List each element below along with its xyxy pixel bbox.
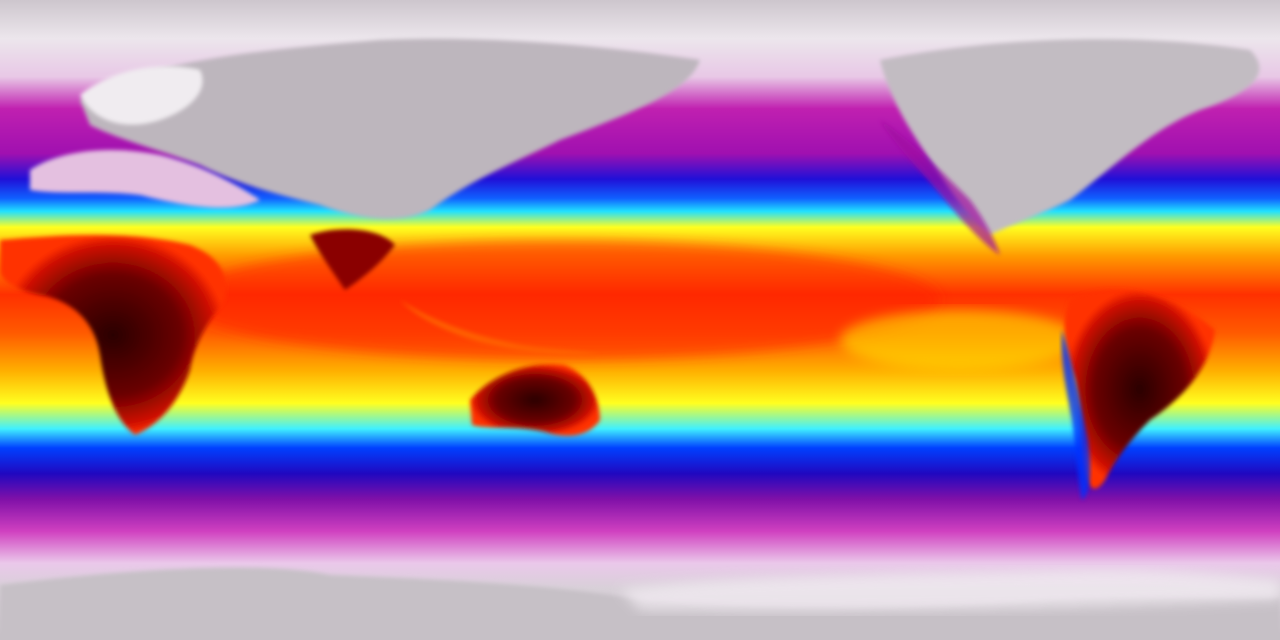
indonesia-islands (400, 300, 600, 356)
africa-landmass (0, 235, 226, 435)
india-landmass (310, 229, 395, 290)
europe-landmass (30, 150, 260, 208)
andes-cold-strip (1061, 330, 1090, 500)
north-america-landmass (880, 39, 1260, 235)
greenland-landmass (80, 66, 203, 125)
north-america-mountains (880, 120, 1000, 255)
australia-landmass (470, 364, 600, 436)
eurasia-landmass (80, 38, 700, 220)
tropical-warm-pool (180, 240, 940, 360)
antarctic-sea-ice (620, 569, 1280, 612)
eastern-pacific-cool-tongue (840, 310, 1080, 370)
south-america-landmass (1064, 290, 1215, 489)
